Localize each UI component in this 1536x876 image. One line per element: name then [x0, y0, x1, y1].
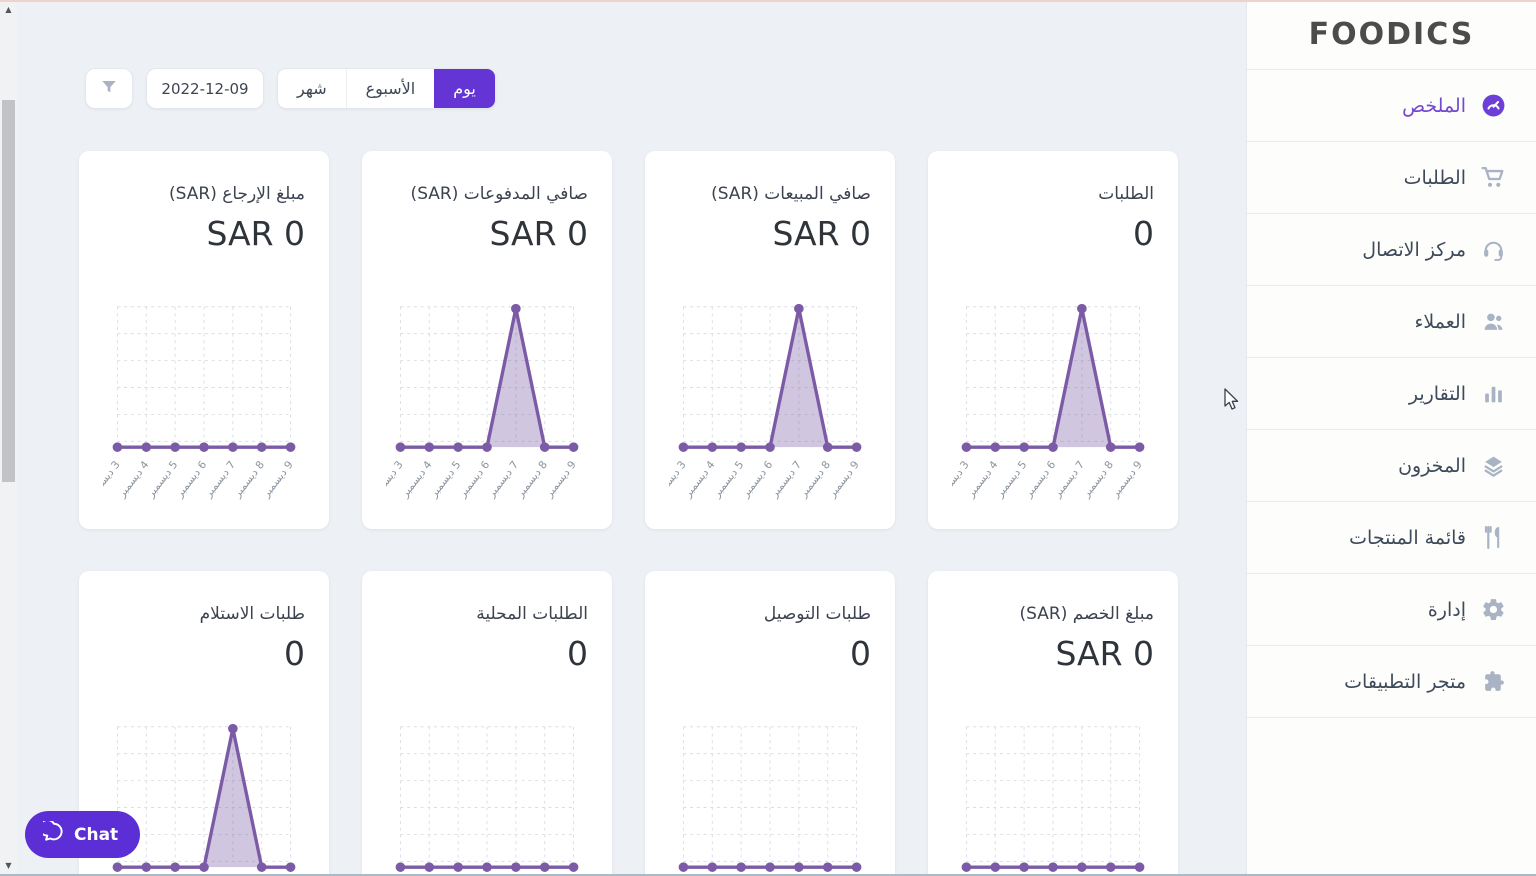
range-tab-month[interactable]: شهر: [278, 69, 346, 108]
card-value: SAR 0: [489, 214, 588, 253]
metric-cards-grid: الطلبات 0 3 ديسمبر 4 ديسمبر 5 ديسمبر 6 ديسم…: [78, 151, 1178, 876]
users-icon: [1480, 309, 1506, 335]
sidebar-item-summary[interactable]: الملخص: [1247, 70, 1536, 142]
card-orders: الطلبات 0 3 ديسمبر 4 ديسمبر 5 ديسمبر 6 ديسم…: [928, 151, 1178, 529]
cart-icon: [1480, 165, 1506, 191]
layers-icon: [1480, 453, 1506, 479]
sidebar-item-label: المخزون: [1398, 454, 1466, 477]
chat-bubble-icon: [38, 819, 65, 848]
gauge-icon: [1480, 93, 1506, 119]
sidebar-item-orders[interactable]: الطلبات: [1247, 142, 1536, 214]
card-title: صافي المدفوعات (SAR): [410, 184, 588, 204]
range-tab-week[interactable]: الأسبوع: [345, 69, 435, 108]
sidebar-item-label: الملخص: [1402, 94, 1466, 117]
sidebar-item-customers[interactable]: العملاء: [1247, 286, 1536, 358]
range-tab-day[interactable]: يوم: [434, 69, 495, 108]
card-value: 0: [567, 634, 588, 673]
card-chart-net-payments: 3 ديسمبر 4 ديسمبر 5 ديسمبر 6 ديسمبر 7 ديسمبر…: [386, 293, 588, 508]
card-value: 0: [850, 634, 871, 673]
card-value: SAR 0: [1055, 634, 1154, 673]
card-value: 0: [1133, 214, 1154, 253]
card-chart-orders: 3 ديسمبر 4 ديسمبر 5 ديسمبر 6 ديسمبر 7 ديسمبر…: [952, 293, 1154, 508]
card-value: SAR 0: [772, 214, 871, 253]
card-title: الطلبات: [1098, 184, 1154, 204]
date-picker-button[interactable]: 2022-12-09: [146, 68, 264, 109]
sidebar-item-reports[interactable]: التقارير: [1247, 358, 1536, 430]
chat-button-label: Chat: [74, 824, 119, 845]
chat-button[interactable]: Chat: [25, 811, 141, 858]
sidebar-item-label: العملاء: [1414, 310, 1467, 333]
scrollbar-thumb[interactable]: [2, 100, 15, 482]
card-chart-net-sales: 3 ديسمبر 4 ديسمبر 5 ديسمبر 6 ديسمبر 7 ديسمبر…: [669, 293, 871, 508]
card-title: مبلغ الإرجاع (SAR): [168, 184, 305, 204]
foodics-logo: FOODICS: [1308, 17, 1475, 52]
sidebar-item-label: إدارة: [1427, 598, 1466, 621]
logo-area: FOODICS: [1247, 0, 1536, 70]
headset-icon: [1480, 237, 1506, 263]
card-title: مبلغ الخصم (SAR): [1019, 604, 1155, 624]
bottom-edge-strip: [0, 874, 1536, 876]
sidebar-item-label: الطلبات: [1403, 166, 1466, 189]
sidebar-nav: الملخص الطلبات مركز الاتصال العملاء التق…: [1247, 70, 1536, 718]
sidebar-item-label: مركز الاتصال: [1362, 238, 1466, 261]
scroll-up-arrow[interactable]: ▲: [5, 5, 12, 14]
mouse-cursor: [1224, 388, 1239, 410]
utensils-icon: [1480, 525, 1506, 551]
card-refund-amount: مبلغ الإرجاع (SAR) SAR 0 3 ديسمبر 4 ديسمب…: [79, 151, 329, 529]
scroll-down-arrow[interactable]: ▼: [5, 861, 12, 870]
sidebar-item-products-list[interactable]: قائمة المنتجات: [1247, 502, 1536, 574]
card-title: الطلبات المحلية: [476, 604, 588, 624]
puzzle-icon: [1480, 669, 1506, 695]
card-net-sales: صافي المبيعات (SAR) SAR 0 3 ديسمبر 4 ديسم…: [645, 151, 895, 529]
filters-toolbar: 2022-12-09 شهر الأسبوع يوم: [85, 68, 496, 109]
card-net-payments: صافي المدفوعات (SAR) SAR 0 3 ديسمبر 4 ديس…: [362, 151, 612, 529]
filter-button[interactable]: [85, 68, 133, 109]
card-title: طلبات التوصيل: [763, 604, 871, 624]
main-content: 2022-12-09 شهر الأسبوع يوم الطلبات 0 3 ديس…: [78, 68, 1178, 876]
sidebar-item-call-center[interactable]: مركز الاتصال: [1247, 214, 1536, 286]
card-value: SAR 0: [206, 214, 305, 253]
card-title: طلبات الاستلام: [199, 604, 305, 624]
date-range-tabs: شهر الأسبوع يوم: [277, 68, 496, 109]
sidebar-item-management[interactable]: إدارة: [1247, 574, 1536, 646]
sidebar: FOODICS الملخص الطلبات مركز الاتصال العم…: [1246, 0, 1536, 876]
card-value: 0: [284, 634, 305, 673]
sidebar-item-label: التقارير: [1408, 382, 1466, 405]
card-chart-refund-amount: 3 ديسمبر 4 ديسمبر 5 ديسمبر 6 ديسمبر 7 ديسمبر…: [103, 293, 305, 508]
sidebar-item-inventory[interactable]: المخزون: [1247, 430, 1536, 502]
sidebar-item-label: متجر التطبيقات: [1344, 670, 1466, 693]
top-edge-strip: [0, 0, 1536, 2]
sidebar-item-label: قائمة المنتجات: [1349, 526, 1466, 549]
card-title: صافي المبيعات (SAR): [711, 184, 871, 204]
sidebar-item-apps-store[interactable]: متجر التطبيقات: [1247, 646, 1536, 718]
gear-icon: [1480, 597, 1506, 623]
funnel-icon: [100, 78, 118, 99]
bar-chart-icon: [1480, 381, 1506, 407]
page-scrollbar[interactable]: ▲ ▼: [0, 0, 17, 876]
